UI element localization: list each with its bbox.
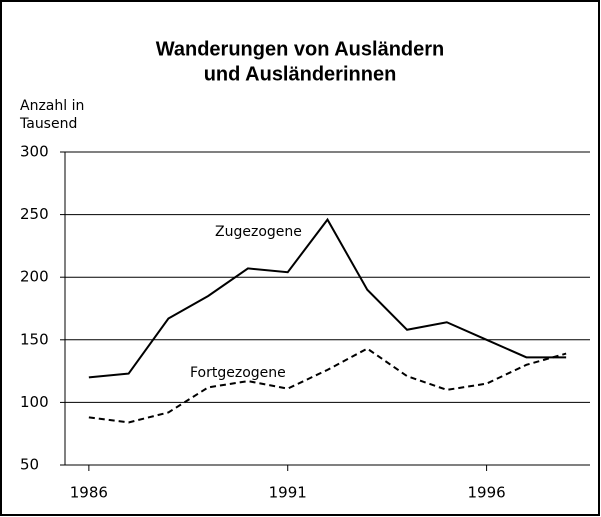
y-tick-label: 50 xyxy=(20,456,39,474)
y-tick-label: 250 xyxy=(20,205,49,223)
chart-title: Wanderungen von Ausländern xyxy=(156,38,445,60)
y-tick-label: 150 xyxy=(20,330,49,348)
series-line xyxy=(88,347,567,424)
y-tick-label: 200 xyxy=(20,268,49,286)
y-axis-label: Anzahl in xyxy=(20,98,84,114)
x-tick-label: 1991 xyxy=(269,484,307,502)
annotation: Zugezogene xyxy=(215,224,302,240)
y-tick-label: 100 xyxy=(20,393,49,411)
chart-title: und Ausländerinnen xyxy=(204,63,397,85)
x-tick-label: 1986 xyxy=(70,484,108,502)
y-tick-label: 300 xyxy=(20,143,49,161)
y-axis-label: Tausend xyxy=(19,116,77,132)
annotation: Fortgezogene xyxy=(190,365,286,381)
series-line xyxy=(88,217,567,379)
x-tick-label: 1996 xyxy=(467,484,505,502)
